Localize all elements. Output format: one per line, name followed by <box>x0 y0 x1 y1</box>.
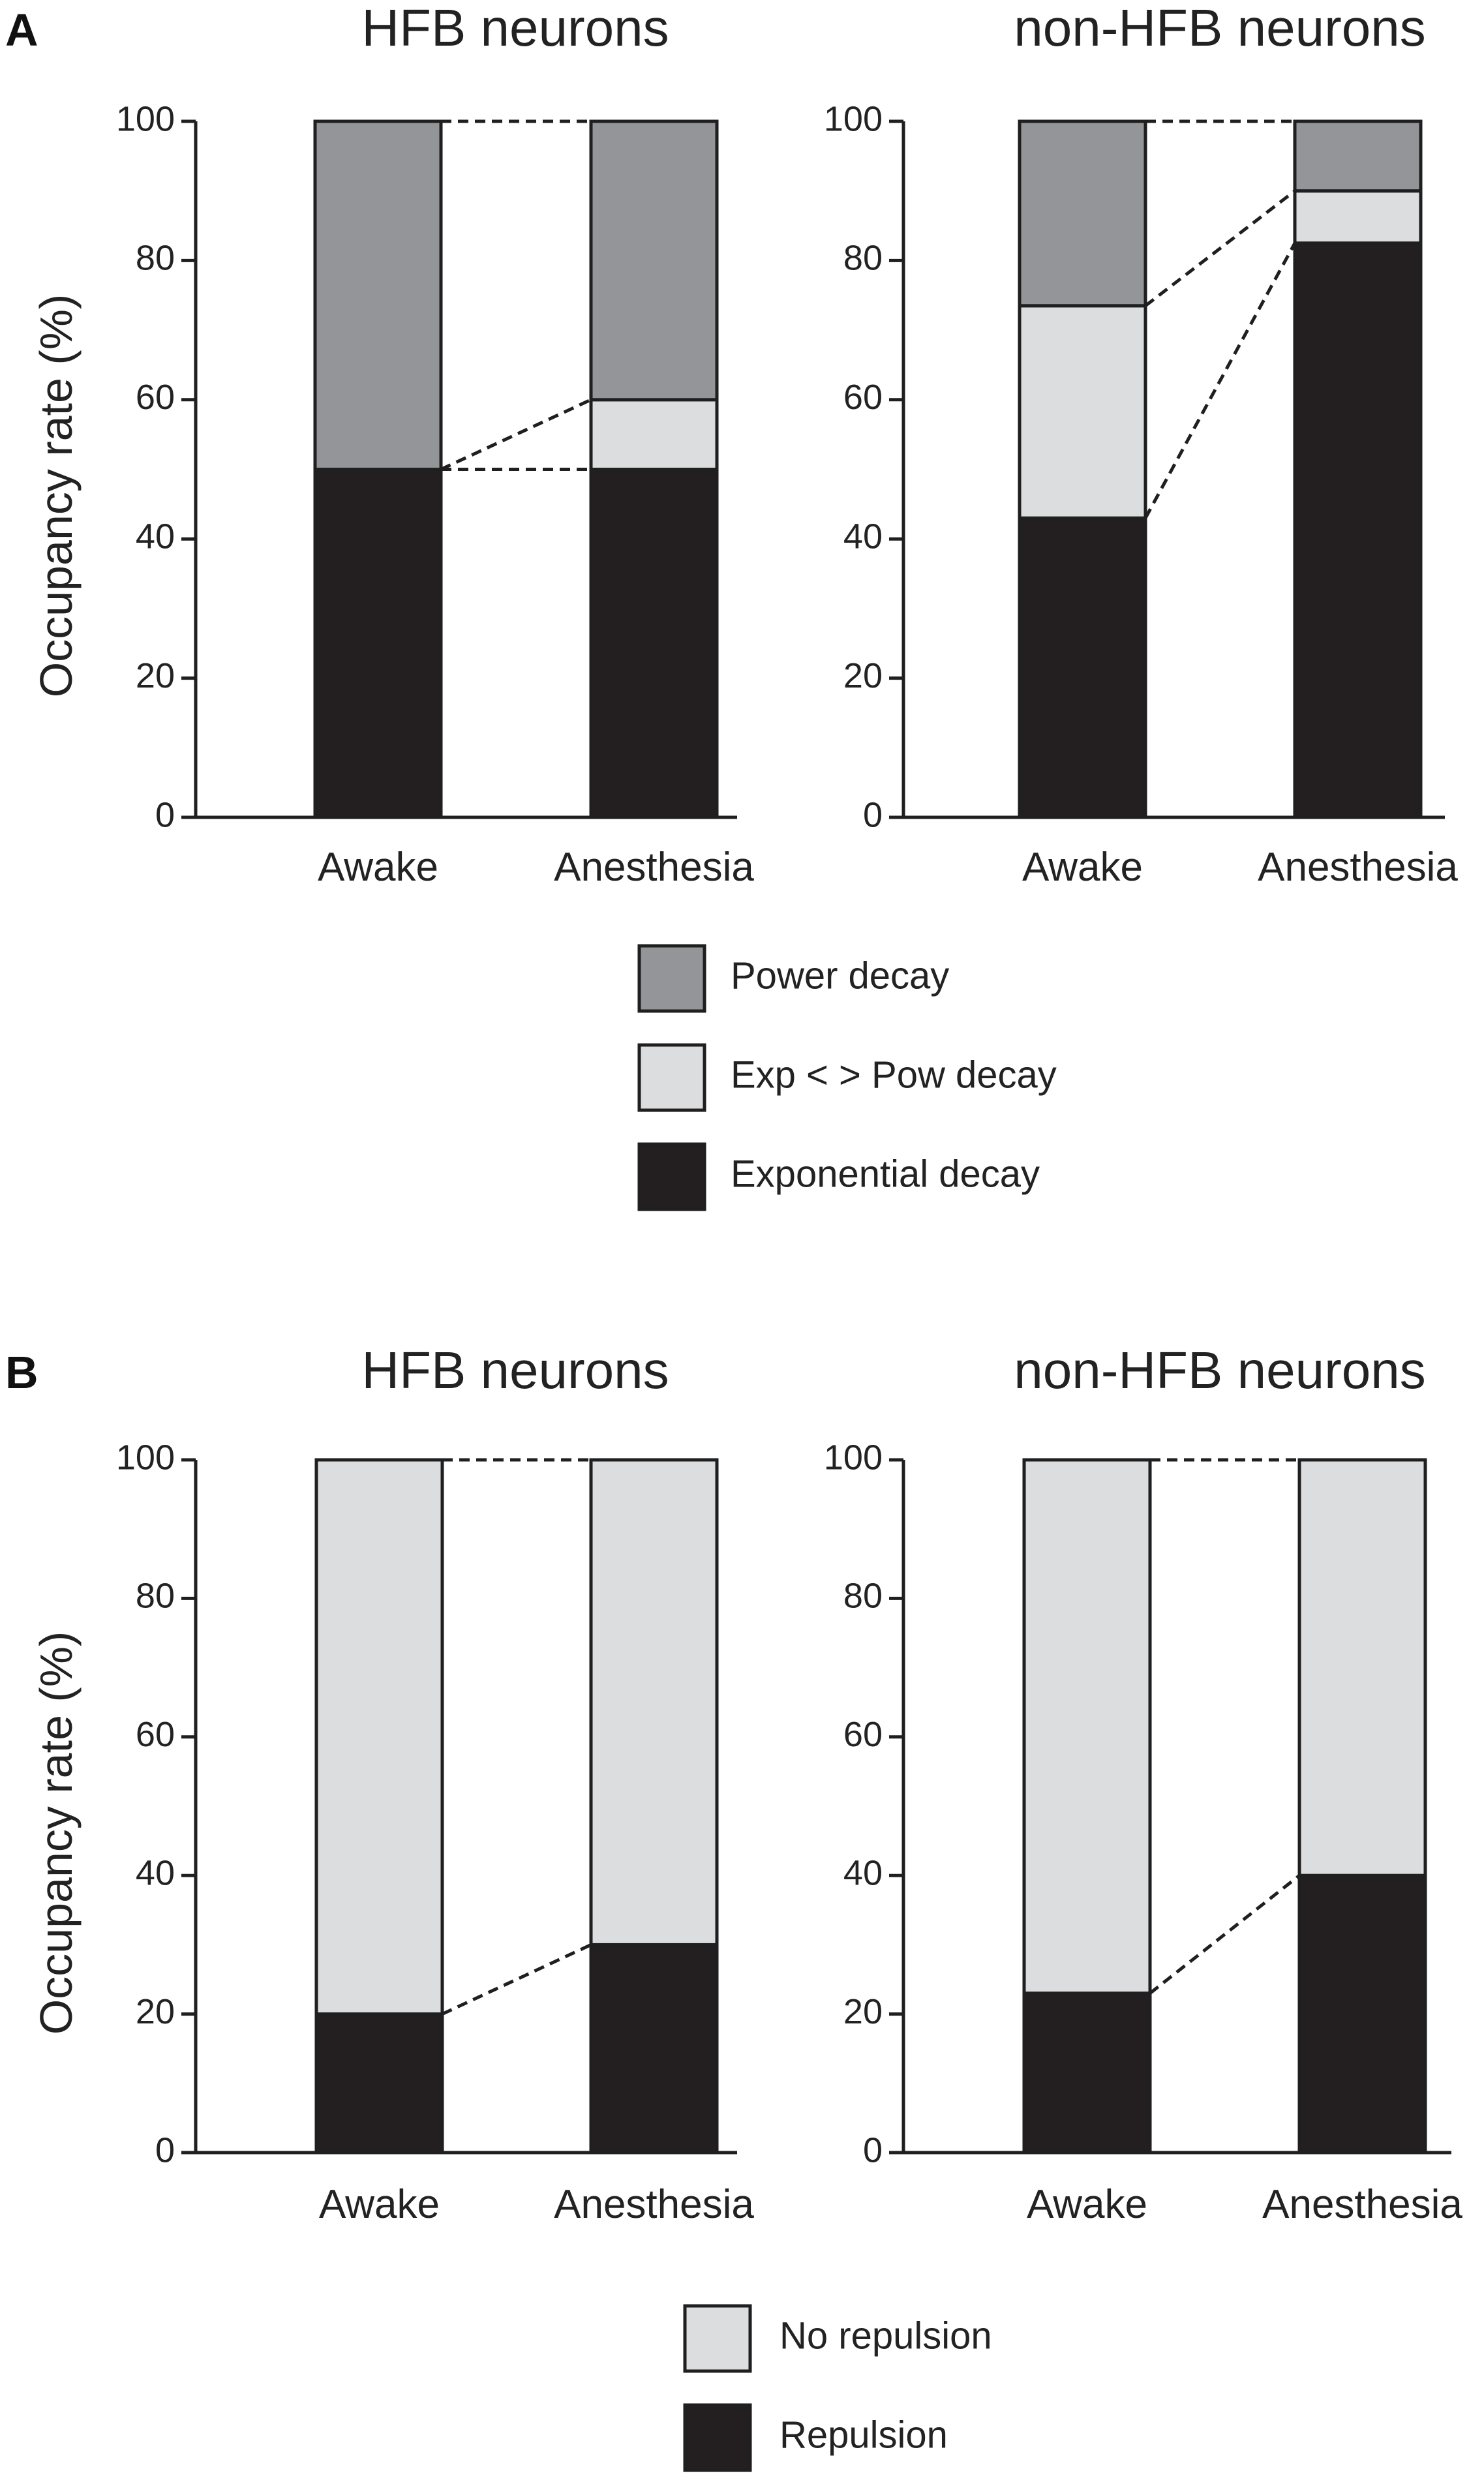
y-tick-label: 0 <box>863 795 883 834</box>
legend-label-power-decay: Power decay <box>731 954 949 997</box>
legend-swatch-exponential-decay <box>637 1142 706 1211</box>
y-tick-label: 20 <box>136 656 175 695</box>
legend-b: No repulsion Repulsion <box>683 2304 992 2472</box>
y-tick-label: 80 <box>136 1577 175 1616</box>
legend-swatch-repulsion <box>683 2403 752 2472</box>
bar-anesthesia-repulsion <box>1297 1873 1427 2155</box>
y-tick-label: 0 <box>155 2130 175 2170</box>
y-axis-label-a: Occupancy rate (%) <box>31 294 82 698</box>
y-tick-label: 80 <box>136 239 175 278</box>
bar-awake-exponential-decay <box>1018 516 1147 819</box>
chart-b-non-hfb: non-HFB neurons 0 20 40 60 80 100 Awake Anesthes… <box>824 1341 1463 2227</box>
legend-swatch-no-repulsion <box>683 2304 752 2373</box>
bar-anesthesia-exp-pow-decay <box>1293 189 1423 245</box>
bar-awake-power-decay <box>313 119 443 471</box>
y-tick-label: 20 <box>843 1992 883 2031</box>
y-tick-label: 80 <box>843 1577 883 1616</box>
connector-line <box>1149 1874 1301 1995</box>
y-tick-label: 100 <box>116 1438 175 1477</box>
connector-line <box>1143 242 1297 519</box>
legend-label-exp-pow-decay: Exp < > Pow decay <box>731 1053 1057 1096</box>
connector-line <box>440 398 592 471</box>
y-tick-label: 100 <box>116 99 175 138</box>
bar-awake-no-repulsion <box>1022 1458 1152 1995</box>
y-tick-label: 20 <box>136 1992 175 2031</box>
category-label-awake: Awake <box>1022 845 1143 890</box>
bar-awake-exponential-decay <box>313 468 443 819</box>
y-tick-label: 60 <box>843 1715 883 1754</box>
y-tick-label: 40 <box>843 517 883 556</box>
y-tick-label: 80 <box>843 239 883 278</box>
category-label-awake: Awake <box>318 845 438 890</box>
category-label-awake: Awake <box>1027 2182 1147 2227</box>
bar-awake-exp-pow-decay <box>1018 304 1147 520</box>
y-tick-label: 60 <box>136 378 175 417</box>
chart-title: non-HFB neurons <box>1014 1341 1425 1399</box>
bar-anesthesia-repulsion <box>589 1943 719 2155</box>
y-tick-label: 60 <box>843 378 883 417</box>
bar-anesthesia-exponential-decay <box>1293 241 1423 819</box>
category-label-anesthesia: Anesthesia <box>1258 845 1458 890</box>
y-tick-label: 100 <box>824 99 883 138</box>
category-label-anesthesia: Anesthesia <box>554 845 754 890</box>
chart-b-hfb: HFB neurons 0 20 40 60 80 100 Awake Anesthesia <box>116 1341 755 2227</box>
panel-letter-a: A <box>5 5 38 55</box>
y-tick-label: 60 <box>136 1715 175 1754</box>
chart-a-hfb: HFB neurons 0 20 40 60 80 100 Awake Anesthesia <box>116 0 755 890</box>
chart-title: HFB neurons <box>361 1341 669 1399</box>
bar-anesthesia-power-decay <box>589 119 719 402</box>
bar-anesthesia-exp-pow-decay <box>589 398 719 471</box>
legend-label-exponential-decay: Exponential decay <box>731 1153 1040 1195</box>
category-label-anesthesia: Anesthesia <box>554 2182 754 2227</box>
bar-anesthesia-exponential-decay <box>589 468 719 819</box>
y-tick-label: 0 <box>155 795 175 834</box>
y-tick-label: 20 <box>843 656 883 695</box>
y-axis-label-b: Occupancy rate (%) <box>31 1631 82 2035</box>
legend-swatch-exp-pow-decay <box>637 1043 706 1112</box>
bar-anesthesia-no-repulsion <box>1297 1458 1427 1877</box>
bar-awake-repulsion <box>314 2012 444 2155</box>
chart-title: non-HFB neurons <box>1014 0 1425 57</box>
y-tick-label: 100 <box>824 1438 883 1477</box>
bar-anesthesia-no-repulsion <box>589 1458 719 1946</box>
y-tick-label: 0 <box>863 2130 883 2170</box>
bar-anesthesia-power-decay <box>1293 119 1423 193</box>
bar-awake-repulsion <box>1022 1991 1152 2155</box>
y-tick-label: 40 <box>136 517 175 556</box>
bar-awake-no-repulsion <box>314 1458 444 2016</box>
chart-a-non-hfb: non-HFB neurons 0 20 40 60 80 100 Awake Anesthes… <box>824 0 1459 890</box>
legend-a: Power decay Exp < > Pow decay Exponential … <box>637 944 1057 1211</box>
bar-awake-power-decay <box>1018 119 1147 308</box>
legend-label-repulsion: Repulsion <box>780 2414 948 2456</box>
y-tick-label: 40 <box>843 1853 883 1892</box>
category-label-awake: Awake <box>319 2182 440 2227</box>
category-label-anesthesia: Anesthesia <box>1262 2182 1462 2227</box>
legend-label-no-repulsion: No repulsion <box>780 2314 992 2357</box>
connector-line <box>441 1943 592 2016</box>
panel-letter-b: B <box>5 1347 38 1398</box>
legend-swatch-power-decay <box>637 944 706 1013</box>
chart-title: HFB neurons <box>361 0 669 57</box>
y-tick-label: 40 <box>136 1853 175 1892</box>
connector-line <box>1144 189 1296 307</box>
